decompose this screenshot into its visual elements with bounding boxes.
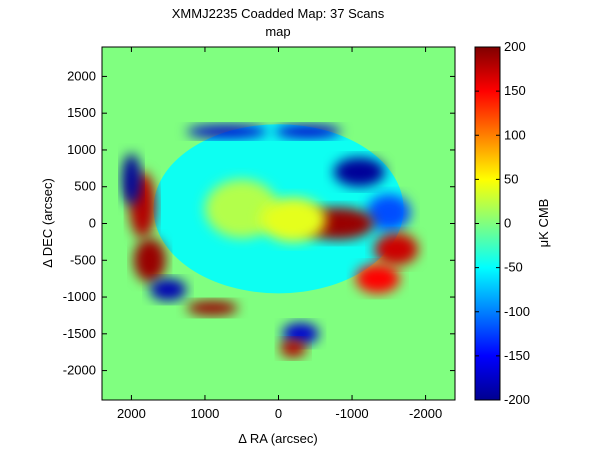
colorbar xyxy=(474,46,501,401)
heatmap-feature xyxy=(149,278,187,301)
colorbar-tick-label: 100 xyxy=(504,127,526,142)
y-tick-label: 500 xyxy=(74,179,96,194)
heatmap-feature xyxy=(260,197,327,242)
y-tick-label: -2000 xyxy=(63,363,96,378)
heatmap-feature xyxy=(274,124,342,139)
colorbar-tick-label: -50 xyxy=(504,260,523,275)
colorbar-label: μK CMB xyxy=(536,199,551,248)
colorbar-ticks: 200 150 100 50 0 -50 -100 -150 -200 xyxy=(475,39,530,407)
heatmap-feature xyxy=(282,322,319,345)
y-axis-ticks: 2000 1500 1000 500 0 -500 -1000 -1500 -2000 xyxy=(63,68,455,378)
heatmap-feature xyxy=(279,339,307,358)
colorbar-tick-label: 200 xyxy=(504,39,526,54)
heatmap-feature xyxy=(133,238,166,283)
x-tick-label: -1000 xyxy=(335,406,368,421)
colorbar-tick-label: 0 xyxy=(504,216,511,231)
colorbar-tick-label: 150 xyxy=(504,83,526,98)
x-tick-label: 2000 xyxy=(117,406,146,421)
y-tick-label: 0 xyxy=(89,216,96,231)
x-axis-label: Δ RA (arcsec) xyxy=(238,431,317,446)
colorbar-tick-label: -100 xyxy=(504,304,530,319)
colorbar-tick-label: -150 xyxy=(504,348,530,363)
heatmap-feature xyxy=(374,233,419,266)
heatmap-feature xyxy=(186,124,268,139)
chart-subtitle: map xyxy=(265,24,290,39)
y-tick-label: 1000 xyxy=(67,142,96,157)
heatmap-feature xyxy=(366,194,411,231)
x-axis-ticks: 2000 1000 0 -1000 -2000 xyxy=(117,47,442,421)
colorbar-tick-label: 50 xyxy=(504,171,518,186)
y-tick-label: 2000 xyxy=(67,68,96,83)
x-tick-label: -2000 xyxy=(409,406,442,421)
heatmap-features xyxy=(121,124,419,358)
heatmap-feature xyxy=(333,157,386,187)
heatmap-feature xyxy=(355,263,400,294)
x-tick-label: 0 xyxy=(275,406,282,421)
heatmap-feature xyxy=(186,300,239,316)
y-tick-label: -1500 xyxy=(63,326,96,341)
chart-title: XMMJ2235 Coadded Map: 37 Scans xyxy=(172,6,385,21)
y-tick-label: 1500 xyxy=(67,105,96,120)
y-tick-label: -1000 xyxy=(63,289,96,304)
heatmap-feature xyxy=(204,179,279,239)
heatmap-feature xyxy=(121,153,141,206)
y-tick-label: -500 xyxy=(70,252,96,267)
x-tick-label: 1000 xyxy=(190,406,219,421)
y-axis-label: Δ DEC (arcsec) xyxy=(40,178,55,268)
colorbar-tick-label: -200 xyxy=(504,392,530,407)
